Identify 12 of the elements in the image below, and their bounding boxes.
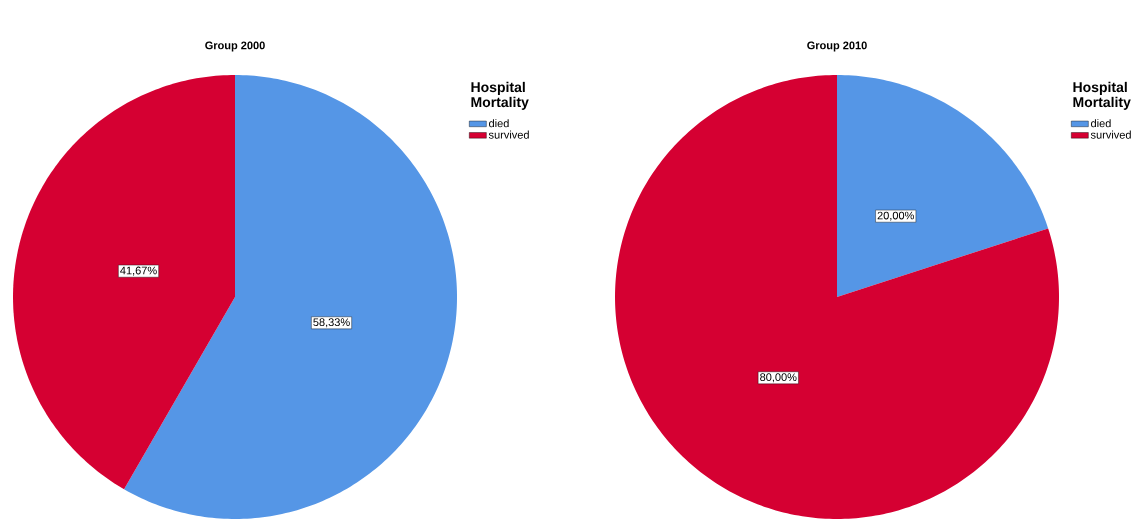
legend-label: survived (488, 130, 529, 139)
legend-title: Hospital Mortality (471, 81, 529, 110)
legend-label: died (489, 119, 509, 128)
data-label: 41,67% (120, 266, 157, 276)
chart-title: Group 2000 (205, 41, 265, 52)
chart-title: Group 2010 (807, 41, 867, 52)
legend-title: Hospital Mortality (1073, 81, 1131, 110)
data-label: 58,33% (313, 318, 350, 328)
legend-label: survived (1090, 130, 1131, 139)
data-label: 80,00% (760, 373, 797, 383)
legend-label: died (1091, 119, 1111, 128)
data-label: 20,00% (877, 211, 914, 221)
